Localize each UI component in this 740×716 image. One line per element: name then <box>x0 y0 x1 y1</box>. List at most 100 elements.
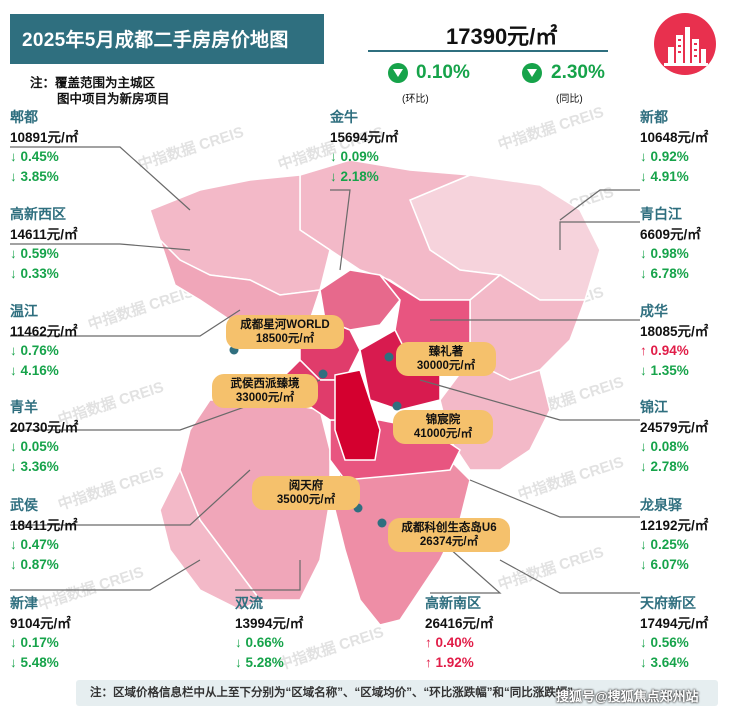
region-yoy: 3.64% <box>640 653 708 673</box>
mom-label: (环比) <box>402 94 429 105</box>
project-price: 41000元/㎡ <box>413 428 473 440</box>
region-shape-gaoxin-core <box>334 369 381 461</box>
watermark-text: 中指数据 CREIS <box>136 123 246 174</box>
region-name: 龙泉驿 <box>640 497 682 513</box>
region-yoy: 2.18% <box>330 167 398 187</box>
region-price: 26416元/㎡ <box>425 615 494 631</box>
region-price: 6609元/㎡ <box>640 226 701 242</box>
leader-lines <box>10 146 640 594</box>
region-name: 高新南区 <box>425 595 481 611</box>
region-price: 10648元/㎡ <box>640 129 709 145</box>
region-name: 新津 <box>10 595 38 611</box>
region-yoy: 5.48% <box>10 653 71 673</box>
region-price: 15694元/㎡ <box>330 129 399 145</box>
region-mom: 0.47% <box>10 535 78 555</box>
project-price: 30000元/㎡ <box>416 360 476 372</box>
region-info-shuangliu: 双流 13994元/㎡ 0.66% 5.28% <box>235 594 303 672</box>
legend-footnote: 注：区域价格信息栏中从上至下分别为“区域名称”、“区域均价”、“环比涨跌幅”和“… <box>76 680 718 706</box>
watermark-text: 中指数据 CREIS <box>516 453 626 504</box>
summary-divider <box>368 50 608 52</box>
project-price: 26374元/㎡ <box>419 536 479 548</box>
region-yoy: 1.35% <box>640 361 708 381</box>
region-name: 青羊 <box>10 399 38 415</box>
region-yoy: 1.92% <box>425 653 493 673</box>
coverage-note: 注：覆盖范围为主城区 <box>30 76 156 90</box>
project-name: 成都科创生态岛U6 <box>401 522 497 534</box>
project-label-jinchenyuan: 锦宸院 41000元/㎡ <box>393 410 493 444</box>
region-name: 天府新区 <box>640 595 696 611</box>
region-name: 成华 <box>640 303 668 319</box>
down-arrow-icon <box>388 63 408 83</box>
region-info-chenghua: 成华 18085元/㎡ 0.94% 1.35% <box>640 302 708 380</box>
project-name: 臻礼著 <box>428 346 464 358</box>
city-skyline-logo-icon <box>654 13 716 75</box>
region-yoy: 6.78% <box>640 264 701 284</box>
region-price: 11462元/㎡ <box>10 323 78 339</box>
region-info-xinjin: 新津 9104元/㎡ 0.17% 5.48% <box>10 594 71 672</box>
region-name: 高新西区 <box>10 206 66 222</box>
watermark-text: 中指数据 CREIS <box>496 103 606 154</box>
project-dot-zhenlizhu <box>384 352 394 362</box>
project-label-xinghe: 成都星河WORLD 18500元/㎡ <box>226 315 344 349</box>
region-yoy: 3.36% <box>10 457 78 477</box>
yoy-change: 2.30% <box>551 62 605 83</box>
project-dot-jinchenyuan <box>392 401 402 411</box>
region-info-wenjiang: 温江 11462元/㎡ 0.76% 4.16% <box>10 302 78 380</box>
region-mom: 0.17% <box>10 633 71 653</box>
region-mom: 0.56% <box>640 633 708 653</box>
region-info-qingbaijiang: 青白江 6609元/㎡ 0.98% 6.78% <box>640 205 701 283</box>
region-price: 12192元/㎡ <box>640 517 709 533</box>
mom-change: 0.10% <box>416 62 470 83</box>
region-mom: 0.92% <box>640 147 708 167</box>
region-mom: 0.94% <box>640 341 708 361</box>
region-yoy: 0.87% <box>10 555 78 575</box>
region-info-gaoxinnan: 高新南区 26416元/㎡ 0.40% 1.92% <box>425 594 493 672</box>
region-mom: 0.09% <box>330 147 398 167</box>
project-dot-wuhouxipai <box>318 369 328 379</box>
region-shape-xinjin <box>159 468 262 611</box>
region-name: 郫都 <box>10 109 38 125</box>
region-info-pidu: 郫都 10891元/㎡ 0.45% 3.85% <box>10 108 78 186</box>
region-price: 14611元/㎡ <box>10 226 78 242</box>
region-yoy: 6.07% <box>640 555 708 575</box>
city-average-price: 17390元/㎡ <box>446 24 558 49</box>
region-info-xindu: 新都 10648元/㎡ 0.92% 4.91% <box>640 108 708 186</box>
region-yoy: 0.33% <box>10 264 78 284</box>
region-info-jinniu: 金牛 15694元/㎡ 0.09% 2.18% <box>330 108 398 186</box>
source-watermark: 搜狐号@搜狐焦点郑州站 <box>556 689 699 704</box>
region-name: 锦江 <box>640 399 668 415</box>
region-yoy: 2.78% <box>640 457 708 477</box>
region-mom: 0.98% <box>640 244 701 264</box>
project-price: 33000元/㎡ <box>235 392 295 404</box>
region-price: 24579元/㎡ <box>640 419 709 435</box>
region-price: 13994元/㎡ <box>235 615 304 631</box>
project-label-wuhouxipai: 武侯西派臻境 33000元/㎡ <box>212 374 318 408</box>
region-name: 温江 <box>10 303 38 319</box>
down-arrow-icon <box>522 63 542 83</box>
title-banner <box>10 14 324 64</box>
region-yoy: 3.85% <box>10 167 78 187</box>
project-label-kechuang: 成都科创生态岛U6 26374元/㎡ <box>388 518 510 552</box>
project-label-yuetianfu: 阅天府 35000元/㎡ <box>252 476 360 510</box>
region-mom: 0.08% <box>640 437 708 457</box>
region-yoy: 5.28% <box>235 653 303 673</box>
region-info-gaoxinxi: 高新西区 14611元/㎡ 0.59% 0.33% <box>10 205 78 283</box>
project-note: 图中项目为新房项目 <box>57 92 170 106</box>
region-info-wuhou: 武侯 18411元/㎡ 0.47% 0.87% <box>10 496 78 574</box>
project-name: 成都星河WORLD <box>240 319 330 331</box>
region-shape-wenjiang <box>159 239 322 331</box>
region-name: 双流 <box>235 595 263 611</box>
region-price: 17494元/㎡ <box>640 615 709 631</box>
region-price: 9104元/㎡ <box>10 615 71 631</box>
region-name: 武侯 <box>10 497 38 513</box>
region-name: 新都 <box>640 109 668 125</box>
region-mom: 0.45% <box>10 147 78 167</box>
region-mom: 0.59% <box>10 244 78 264</box>
region-mom: 0.66% <box>235 633 303 653</box>
region-info-longquanyi: 龙泉驿 12192元/㎡ 0.25% 6.07% <box>640 496 708 574</box>
watermark-text: 中指数据 CREIS <box>496 543 606 594</box>
project-price: 35000元/㎡ <box>276 494 336 506</box>
region-mom: 0.25% <box>640 535 708 555</box>
region-price: 10891元/㎡ <box>10 129 79 145</box>
yoy-label: (同比) <box>556 94 583 105</box>
